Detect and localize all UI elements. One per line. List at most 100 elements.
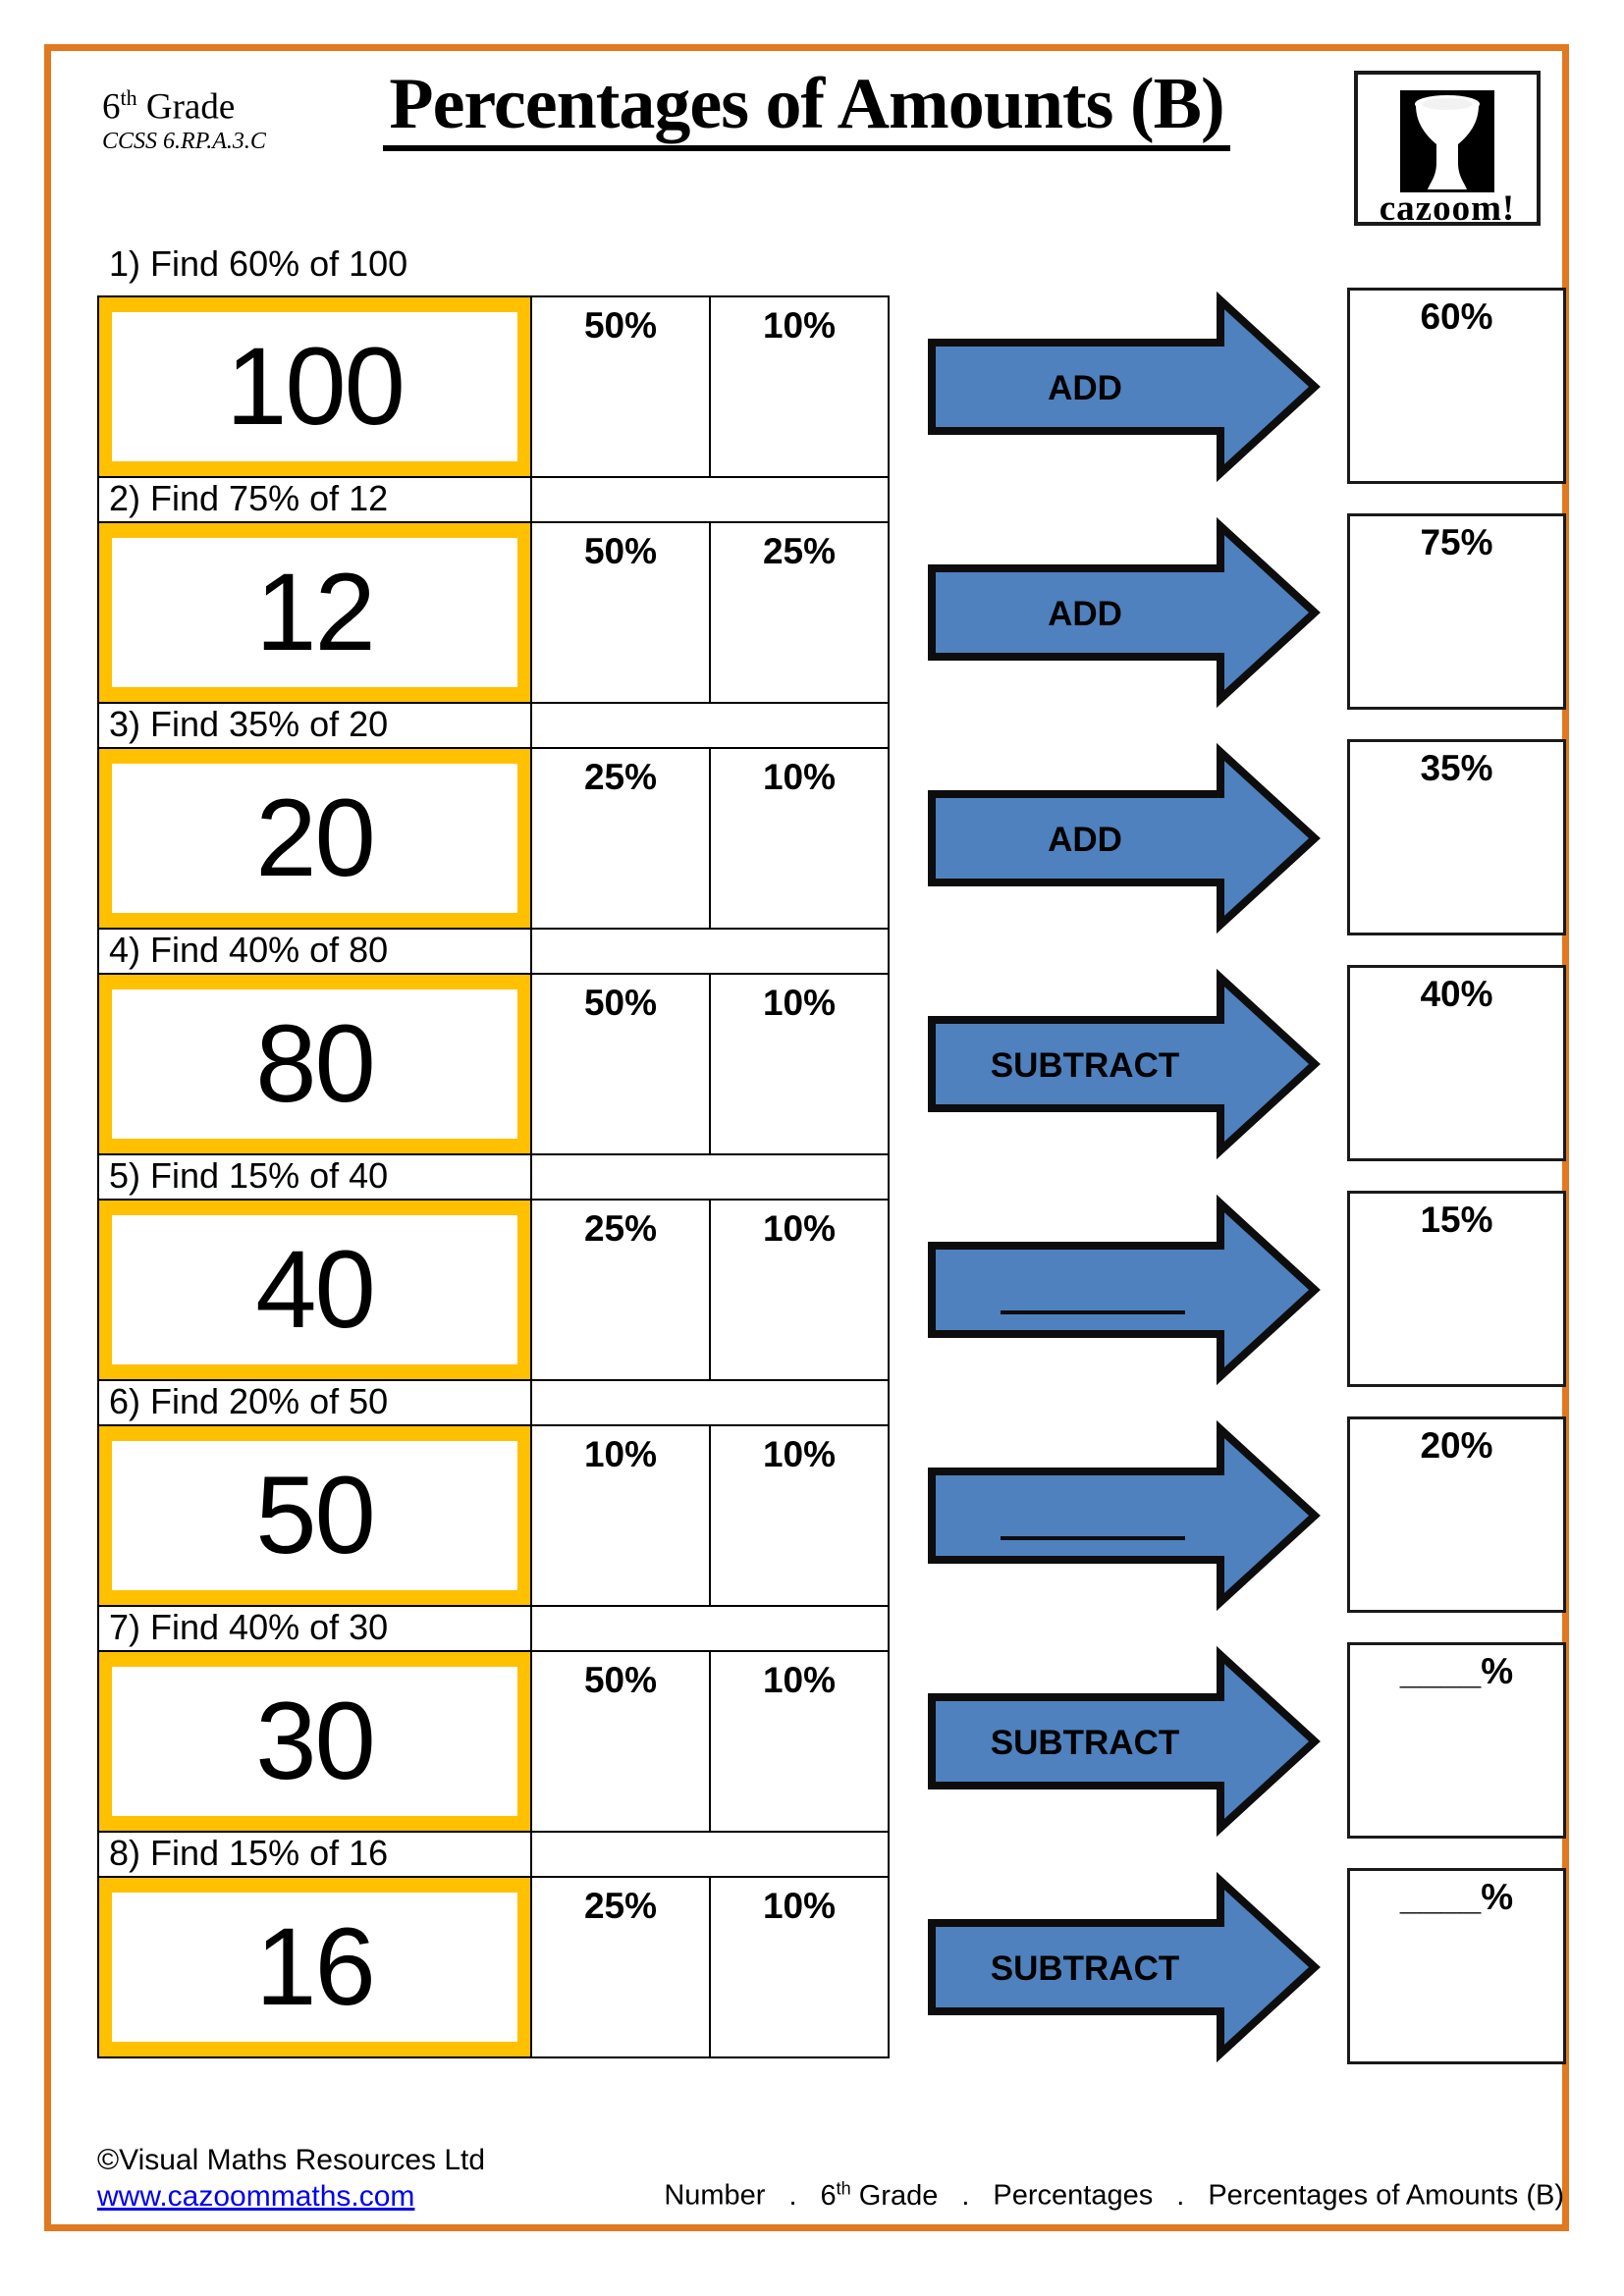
percent-column-1: 25% (532, 1199, 711, 1381)
header: 6th Grade CCSS 6.RP.A.3.C Percentages of… (51, 51, 1562, 233)
question-label-spacer-cell (532, 1153, 890, 1201)
percent-column-1: 50% (532, 295, 711, 478)
question-label: 8) Find 15% of 16 (97, 1831, 532, 1878)
operation-arrow-zone: ADD (890, 291, 1333, 483)
operation-label: SUBTRACT (991, 1949, 1179, 1988)
question-main-row: 30 50% 10% SUBTRACT ____% (97, 1642, 1570, 1839)
right-arrow-icon: ADD (928, 291, 1321, 483)
question-label-spacer-cell (532, 476, 890, 523)
right-arrow-icon: SUBTRACT (928, 1871, 1321, 2063)
right-arrow-icon: ADD (928, 742, 1321, 934)
question-main-row: 16 25% 10% SUBTRACT ____% (97, 1868, 1570, 2064)
right-arrow-icon (928, 1419, 1321, 1612)
result-box: ____% (1347, 1868, 1566, 2064)
breadcrumb-separator: . (961, 2180, 970, 2212)
breadcrumb-page: Percentages of Amounts (B) (1208, 2180, 1564, 2212)
amount-value: 100 (226, 325, 406, 448)
amount-value: 20 (255, 776, 376, 899)
website-link[interactable]: www.cazoommaths.com (97, 2180, 415, 2213)
question-block: 5) Find 15% of 40 40 25% 10% 15% (97, 1153, 1570, 1387)
question-block: 1) Find 60% of 100 100 50% 10% ADD 60% (97, 288, 1570, 484)
breadcrumb: Number. 6th Grade. Percentages. Percentages… (664, 2170, 1570, 2215)
amount-cell: 20 (97, 747, 532, 930)
footer: ©Visual Maths Resources Ltd www.cazoomma… (97, 2142, 1570, 2215)
amount-cell: 12 (97, 521, 532, 704)
percent-column-2: 10% (711, 1876, 890, 2058)
result-box: 40% (1347, 965, 1566, 1161)
operation-label: ADD (1048, 821, 1122, 859)
amount-value: 12 (255, 551, 376, 673)
question-label: 5) Find 15% of 40 (97, 1153, 532, 1201)
question-block: 2) Find 75% of 12 12 50% 25% ADD 75% (97, 476, 1570, 710)
question-main-row: 12 50% 25% ADD 75% (97, 513, 1570, 710)
percent-column-2: 10% (711, 1424, 890, 1607)
amount-inner-box: 30 (112, 1667, 517, 1816)
percent-column-2: 25% (711, 521, 890, 704)
right-arrow-icon: SUBTRACT (928, 1645, 1321, 1838)
operation-arrow-zone: ADD (890, 516, 1333, 709)
breadcrumb-grade: 6th Grade (820, 2178, 939, 2212)
amount-value: 40 (255, 1228, 376, 1351)
operation-arrow-zone (890, 1194, 1333, 1386)
right-arrow-icon (928, 1194, 1321, 1386)
percent-column-2: 10% (711, 973, 890, 1155)
question-block: 3) Find 35% of 20 20 25% 10% ADD 35% (97, 702, 1570, 935)
result-box: 15% (1347, 1191, 1566, 1387)
result-box: 60% (1347, 288, 1566, 484)
amount-value: 16 (255, 1905, 376, 2028)
breadcrumb-topic: Percentages (993, 2180, 1154, 2212)
copyright-text: ©Visual Maths Resources Ltd (97, 2144, 486, 2176)
amount-inner-box: 100 (112, 312, 517, 461)
title-wrap: Percentages of Amounts (B) (51, 65, 1562, 151)
percent-column-1: 50% (532, 973, 711, 1155)
cazoom-logo: cazoom! (1354, 71, 1541, 229)
operation-arrow-zone (890, 1419, 1333, 1612)
question-main-row: 100 50% 10% ADD 60% (97, 288, 1570, 484)
grade-ordinal-suffix: th (120, 85, 137, 110)
result-box: 20% (1347, 1416, 1566, 1613)
amount-cell: 16 (97, 1876, 532, 2058)
operation-label: SUBTRACT (991, 1046, 1179, 1085)
right-arrow-icon: SUBTRACT (928, 968, 1321, 1160)
result-box: 75% (1347, 513, 1566, 710)
page-title: Percentages of Amounts (B) (383, 65, 1230, 151)
amount-cell: 30 (97, 1650, 532, 1833)
result-box: 35% (1347, 739, 1566, 935)
grade-block: 6th Grade CCSS 6.RP.A.3.C (102, 79, 266, 156)
question-label: 1) Find 60% of 100 (109, 243, 408, 284)
operation-label: ADD (1048, 595, 1122, 633)
percent-column-1: 50% (532, 1650, 711, 1833)
grade-number: 6 (102, 86, 121, 128)
worksheet-content: 1) Find 60% of 100 1) Find 60% of 100 10… (97, 242, 1570, 2064)
amount-inner-box: 20 (112, 764, 517, 913)
page-border-frame: 6th Grade CCSS 6.RP.A.3.C Percentages of… (44, 44, 1569, 2231)
djembe-drum-icon (1400, 90, 1494, 192)
operation-label: ADD (1048, 369, 1122, 407)
amount-inner-box: 40 (112, 1215, 517, 1364)
amount-inner-box: 16 (112, 1893, 517, 2042)
question-label: 6) Find 20% of 50 (97, 1379, 532, 1426)
percent-column-1: 25% (532, 1876, 711, 2058)
amount-value: 30 (255, 1680, 376, 1802)
worksheet-table: 1) Find 60% of 100 100 50% 10% ADD 60% (97, 288, 1570, 2064)
question-label: 3) Find 35% of 20 (97, 702, 532, 749)
question-label-row: 4) Find 40% of 80 (97, 928, 1570, 975)
question-main-row: 40 25% 10% 15% (97, 1191, 1570, 1387)
percent-column-1: 50% (532, 521, 711, 704)
operation-label: SUBTRACT (991, 1724, 1179, 1762)
question-main-row: 50 10% 10% 20% (97, 1416, 1570, 1613)
amount-inner-box: 50 (112, 1441, 517, 1590)
question-label-spacer-cell (532, 1605, 890, 1652)
percent-column-2: 10% (711, 1199, 890, 1381)
question-block: 8) Find 15% of 16 16 25% 10% SUBTRACT __… (97, 1831, 1570, 2064)
right-arrow-icon: ADD (928, 516, 1321, 709)
result-box: ____% (1347, 1642, 1566, 1839)
percent-column-2: 10% (711, 747, 890, 930)
logo-wordmark: cazoom! (1379, 188, 1516, 229)
breadcrumb-separator: . (1176, 2180, 1185, 2212)
grade-word: Grade (136, 86, 236, 128)
ccss-standard-label: CCSS 6.RP.A.3.C (102, 129, 266, 155)
amount-cell: 50 (97, 1424, 532, 1607)
question-label-spacer-cell (532, 1831, 890, 1878)
percent-column-2: 10% (711, 295, 890, 478)
